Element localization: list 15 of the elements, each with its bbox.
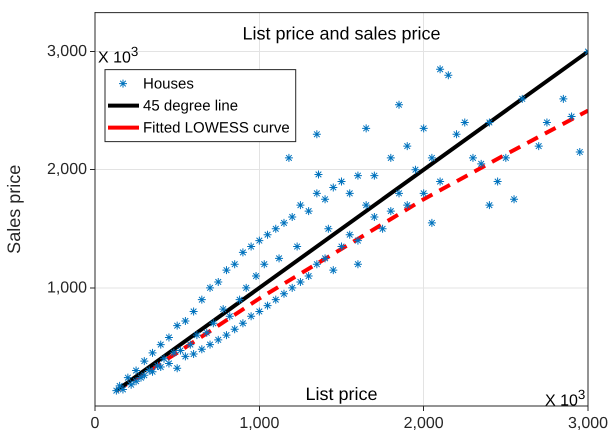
annotation: X 10$^{3}$ bbox=[98, 42, 138, 67]
y-tick-label: 1,000 bbox=[46, 279, 88, 296]
y-axis-title: Sales price bbox=[4, 164, 24, 254]
y-tick-label: 2,000 bbox=[46, 161, 88, 178]
legend-label: Houses bbox=[143, 76, 194, 93]
x-tick-label: 1,000 bbox=[239, 415, 280, 432]
x-tick-label: 2,000 bbox=[404, 415, 444, 432]
annotation: X 10$^{3}$ bbox=[545, 386, 586, 410]
legend-label: Fitted LOWESS curve bbox=[143, 120, 290, 137]
y-tick-label: 3,000 bbox=[46, 42, 88, 60]
x-axis-title: List price bbox=[305, 384, 378, 404]
legend-label: 45 degree line bbox=[143, 98, 238, 115]
x-tick-label: 3,000 bbox=[568, 415, 608, 432]
text: List price and sales price bbox=[242, 24, 441, 44]
x-tick-label: 0 bbox=[90, 415, 100, 432]
